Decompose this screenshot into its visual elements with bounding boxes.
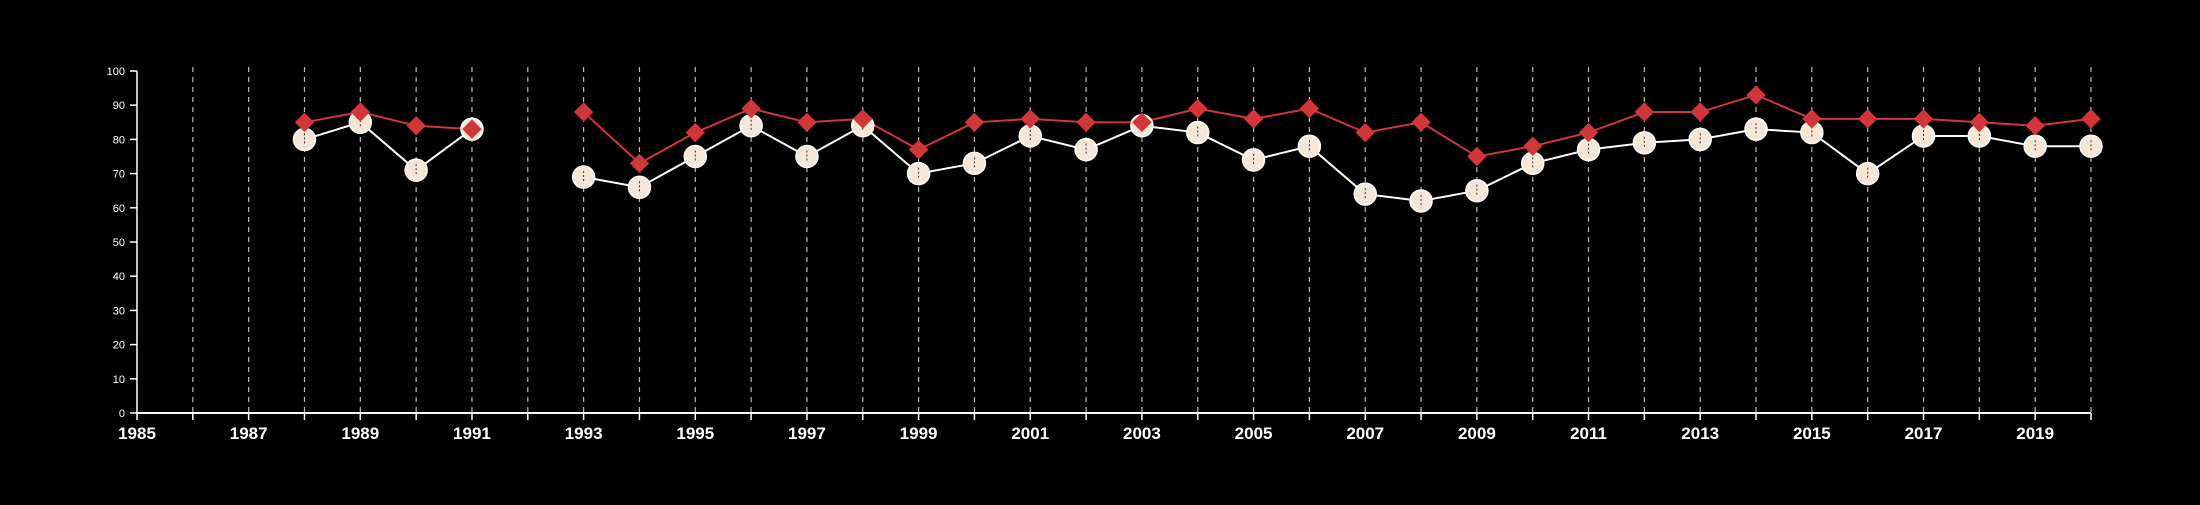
x-tick-label: 1995 — [676, 424, 714, 443]
data-point-diamond — [964, 112, 985, 133]
data-point-diamond — [1243, 109, 1264, 129]
data-point-diamond — [741, 98, 761, 119]
data-point-diamond — [853, 109, 873, 129]
grid-lines — [192, 67, 2092, 413]
x-tick-label: 1987 — [230, 424, 268, 443]
y-tick-label: 70 — [113, 169, 125, 181]
x-tick-label: 1985 — [118, 424, 156, 443]
y-tick-label: 50 — [113, 237, 125, 249]
x-tick-label: 1999 — [900, 424, 938, 443]
series — [292, 85, 2103, 213]
series-line-0 — [583, 124, 2091, 202]
data-point-diamond — [2081, 109, 2101, 129]
x-tick-label: 2017 — [1905, 424, 1943, 443]
x-tick-label: 2019 — [2016, 424, 2054, 443]
data-point-diamond — [1857, 109, 1878, 129]
x-tick-label: 2015 — [1793, 424, 1831, 443]
x-tick-label: 2003 — [1123, 424, 1161, 443]
x-tick-label: 2001 — [1011, 424, 1049, 443]
data-point-diamond — [294, 112, 315, 133]
data-point-diamond — [1355, 122, 1375, 143]
y-tick-label: 0 — [119, 408, 125, 420]
x-tick-label: 2013 — [1681, 424, 1719, 443]
x-tick-label: 1993 — [565, 424, 603, 443]
series-line-1 — [304, 111, 473, 131]
data-point-diamond — [406, 116, 426, 136]
data-point-diamond — [1132, 112, 1152, 133]
data-point-diamond — [1690, 102, 1710, 122]
axes: 0 10 20 30 40 50 60 70 80 90 100 1985 1987 1989 1991 19… — [107, 66, 2092, 443]
data-point-diamond — [1969, 112, 1990, 133]
y-tick-label: 40 — [113, 271, 125, 283]
data-point-diamond — [573, 102, 594, 122]
data-point-diamond — [1746, 85, 1766, 105]
data-point-diamond — [908, 139, 929, 160]
y-tick-label: 80 — [113, 134, 125, 146]
y-tick-label: 30 — [113, 305, 125, 317]
x-tick-label: 2011 — [1570, 424, 1607, 443]
data-point-diamond — [797, 112, 817, 133]
data-point-diamond — [629, 153, 650, 174]
data-point-diamond — [1076, 112, 1096, 133]
x-tick-label: 1997 — [788, 424, 826, 443]
x-tick-label: 2005 — [1235, 424, 1273, 443]
x-tick-label: 2007 — [1346, 424, 1384, 443]
y-tick-label: 100 — [107, 66, 125, 78]
data-point-diamond — [1188, 98, 1208, 119]
data-point-diamond — [1802, 109, 1822, 129]
data-point-diamond — [1634, 102, 1655, 122]
series-line-0 — [304, 121, 473, 172]
y-tick-label: 60 — [113, 203, 125, 215]
data-point-diamond — [1299, 98, 1320, 119]
y-tick-label: 90 — [113, 100, 125, 112]
y-tick-label: 10 — [113, 374, 125, 386]
data-point-diamond — [462, 119, 482, 139]
series-line-1 — [582, 93, 2092, 165]
x-tick-label: 2009 — [1458, 424, 1496, 443]
data-point-diamond — [1020, 109, 1040, 129]
data-point-diamond — [1467, 146, 1487, 167]
data-point-diamond — [1913, 109, 1934, 129]
x-tick-label: 1991 — [453, 424, 491, 443]
data-point-diamond — [2025, 116, 2045, 136]
y-tick-label: 20 — [113, 340, 125, 352]
data-point-diamond — [685, 122, 705, 143]
data-point-diamond — [350, 102, 371, 122]
data-point-diamond — [1578, 122, 1599, 143]
data-point-diamond — [1411, 112, 1431, 133]
x-tick-label: 1989 — [341, 424, 379, 443]
data-point-diamond — [1523, 136, 1543, 156]
